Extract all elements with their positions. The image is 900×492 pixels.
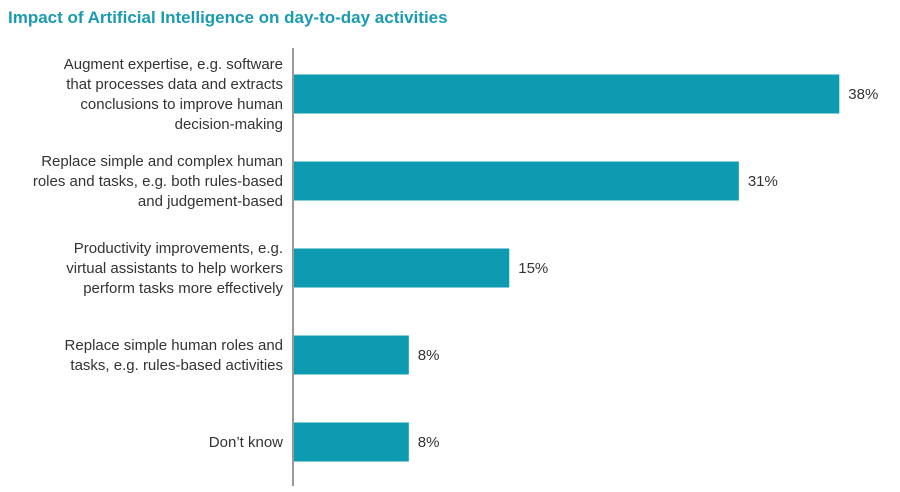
bar-1 <box>294 161 739 201</box>
bar-3 <box>294 335 409 375</box>
category-label-3: Replace simple human roles and tasks, e.g… <box>65 337 283 374</box>
category-label-0-line-3: decision-making <box>175 116 283 133</box>
bar-2 <box>294 248 510 288</box>
value-label-2: 15% <box>518 260 548 277</box>
category-labels-group: Augment expertise, e.g. software that pro… <box>33 56 284 451</box>
category-label-0-line-0: Augment expertise, e.g. software <box>64 56 283 73</box>
value-label-3: 8% <box>418 347 440 364</box>
chart-title: Impact of Artificial Intelligence on day… <box>8 8 448 27</box>
category-label-0-line-1: that processes data and extracts <box>66 76 283 93</box>
category-label-1-line-1: roles and tasks, e.g. both rules-based <box>33 173 283 190</box>
value-label-4: 8% <box>418 434 440 451</box>
category-label-2-line-2: perform tasks more effectively <box>83 280 283 297</box>
category-label-3-line-1: tasks, e.g. rules-based activities <box>70 357 283 374</box>
category-label-3-line-0: Replace simple human roles and <box>65 337 283 354</box>
category-label-1: Replace simple and complex human roles an… <box>33 153 283 210</box>
value-labels-group: 38% 31% 15% 8% 8% <box>418 86 879 451</box>
category-label-2: Productivity improvements, e.g. virtual a… <box>66 240 283 297</box>
category-label-4-line-0: Don’t know <box>209 434 283 451</box>
bar-4 <box>294 422 409 462</box>
category-label-0-line-2: conclusions to improve human <box>80 96 283 113</box>
category-label-1-line-2: and judgement-based <box>138 193 283 210</box>
category-label-0: Augment expertise, e.g. software that pro… <box>64 56 283 133</box>
bar-0 <box>294 74 840 114</box>
category-label-2-line-1: virtual assistants to help workers <box>66 260 283 277</box>
bars-group <box>294 74 840 462</box>
category-label-4: Don’t know <box>209 434 283 451</box>
value-label-0: 38% <box>848 86 878 103</box>
value-label-1: 31% <box>748 173 778 190</box>
category-label-2-line-0: Productivity improvements, e.g. <box>74 240 283 257</box>
category-label-1-line-0: Replace simple and complex human <box>41 153 283 170</box>
